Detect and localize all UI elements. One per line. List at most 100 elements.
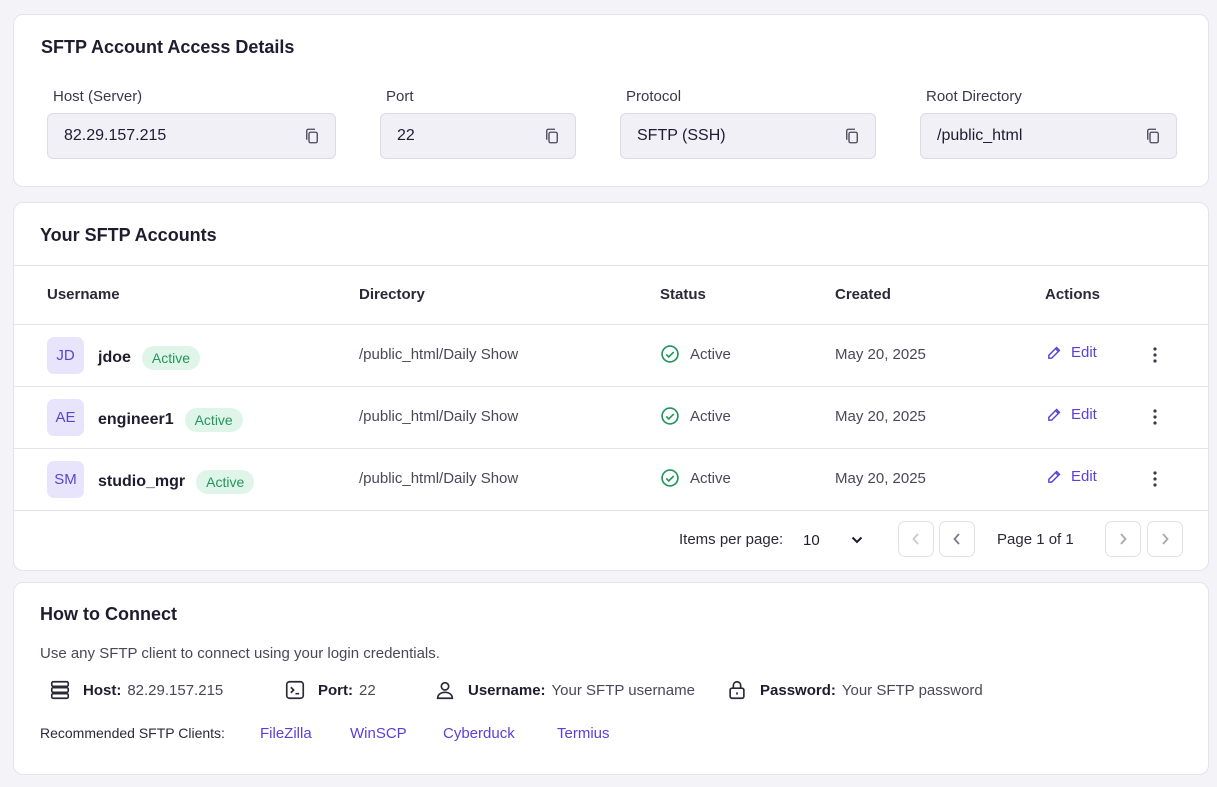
status-text: Active [690, 469, 731, 487]
table-row: JD jdoe Active /public_html/Daily Show A… [14, 325, 1208, 387]
password-key: Password: [760, 681, 836, 699]
status-text: Active [690, 407, 731, 425]
username-value: Your SFTP username [551, 681, 695, 699]
edit-label: Edit [1071, 406, 1097, 423]
status-cell: Active [660, 406, 731, 426]
copy-icon[interactable] [1144, 127, 1162, 145]
accounts-title: Your SFTP Accounts [40, 225, 217, 245]
column-actions: Actions [1045, 286, 1101, 303]
how-to-connect-description: Use any SFTP client to connect using you… [40, 645, 440, 662]
status-text: Active [690, 345, 731, 363]
column-directory: Directory [359, 286, 425, 303]
copy-icon[interactable] [843, 127, 861, 145]
username-cell: engineer1 Active [98, 408, 243, 432]
protocol-value-box: SFTP (SSH) [620, 113, 876, 159]
edit-label: Edit [1071, 468, 1097, 485]
avatar: JD [47, 337, 84, 374]
username-credential: Username: Your SFTP username [434, 679, 695, 701]
port-key: Port: [318, 681, 353, 699]
terminal-icon [285, 680, 305, 700]
how-to-connect-title: How to Connect [40, 604, 177, 624]
host-value: 82.29.157.215 [64, 127, 167, 144]
directory-cell: /public_html/Daily Show [359, 408, 519, 425]
port-label: Port [386, 88, 414, 105]
column-username: Username [47, 286, 120, 303]
port-field: Port 22 [380, 88, 576, 159]
username: engineer1 [98, 411, 174, 428]
pencil-icon [1048, 346, 1061, 359]
protocol-label: Protocol [626, 88, 682, 105]
previous-page-button[interactable] [939, 521, 975, 557]
chevron-right-icon [1162, 533, 1169, 545]
page-info: Page 1 of 1 [997, 531, 1074, 548]
how-to-connect-card: How to Connect Use any SFTP client to co… [13, 582, 1209, 775]
column-status: Status [660, 286, 706, 303]
status-badge: Active [196, 470, 255, 494]
status-badge: Active [184, 408, 243, 432]
more-vertical-icon[interactable] [1145, 406, 1165, 428]
user-icon [436, 681, 454, 700]
items-per-page-label: Items per page: [679, 531, 784, 548]
root-directory-label: Root Directory [926, 88, 1022, 105]
edit-button[interactable]: Edit [1046, 344, 1097, 361]
protocol-value: SFTP (SSH) [637, 127, 726, 144]
column-created: Created [835, 286, 891, 303]
check-circle-icon [661, 345, 679, 363]
status-cell: Active [660, 468, 731, 488]
last-page-button[interactable] [1147, 521, 1183, 557]
status-cell: Active [660, 344, 731, 364]
avatar: SM [47, 461, 84, 498]
username-key: Username: [468, 681, 546, 699]
port-credential: Port: 22 [284, 679, 376, 701]
chevron-left-icon [953, 533, 960, 545]
username: jdoe [98, 349, 131, 366]
accounts-card: Your SFTP Accounts Username Directory St… [13, 202, 1209, 571]
client-link-winscp[interactable]: WinSCP [350, 725, 407, 742]
access-details-title: SFTP Account Access Details [41, 37, 295, 57]
lock-icon [729, 680, 745, 700]
root-directory-value-box: /public_html [920, 113, 1177, 159]
host-credential: Host: 82.29.157.215 [49, 679, 223, 701]
first-page-button[interactable] [898, 521, 934, 557]
table-row: SM studio_mgr Active /public_html/Daily … [14, 449, 1208, 511]
pencil-icon [1048, 408, 1061, 421]
pencil-icon [1048, 470, 1061, 483]
chevron-down-icon [851, 536, 863, 544]
host-value-box: 82.29.157.215 [47, 113, 336, 159]
client-link-termius[interactable]: Termius [557, 725, 610, 742]
host-value: 82.29.157.215 [127, 681, 224, 699]
username: studio_mgr [98, 473, 186, 490]
directory-cell: /public_html/Daily Show [359, 470, 519, 487]
status-badge: Active [141, 346, 201, 370]
created-cell: May 20, 2025 [835, 470, 926, 487]
items-per-page-value: 10 [803, 531, 820, 549]
created-cell: May 20, 2025 [835, 346, 926, 363]
port-value-box: 22 [380, 113, 576, 159]
created-cell: May 20, 2025 [835, 408, 926, 425]
port-value: 22 [359, 681, 376, 699]
directory-cell: /public_html/Daily Show [359, 346, 519, 363]
edit-button[interactable]: Edit [1046, 468, 1097, 485]
host-label: Host (Server) [53, 88, 143, 105]
username-cell: studio_mgr Active [98, 470, 255, 494]
password-credential: Password: Your SFTP password [726, 679, 983, 701]
next-page-button[interactable] [1105, 521, 1141, 557]
root-directory-value: /public_html [937, 127, 1023, 144]
more-vertical-icon[interactable] [1145, 344, 1165, 366]
items-per-page-select[interactable]: 10 [803, 525, 863, 555]
client-link-cyberduck[interactable]: Cyberduck [443, 725, 515, 742]
client-link-filezilla[interactable]: FileZilla [260, 725, 312, 742]
recommended-clients-label: Recommended SFTP Clients: [40, 725, 225, 741]
password-value: Your SFTP password [841, 681, 983, 699]
access-details-card: SFTP Account Access Details Host (Server… [13, 14, 1209, 187]
avatar: AE [47, 399, 84, 436]
copy-icon[interactable] [303, 127, 321, 145]
server-icon [50, 680, 70, 700]
edit-button[interactable]: Edit [1046, 406, 1097, 423]
table-header: Username Directory Status Created Action… [14, 265, 1208, 325]
root-directory-field: Root Directory /public_html [920, 88, 1177, 159]
more-vertical-icon[interactable] [1145, 468, 1165, 490]
copy-icon[interactable] [543, 127, 561, 145]
chevron-left-icon [912, 533, 919, 545]
pagination: Items per page: 10 Page 1 of 1 [14, 521, 1208, 559]
